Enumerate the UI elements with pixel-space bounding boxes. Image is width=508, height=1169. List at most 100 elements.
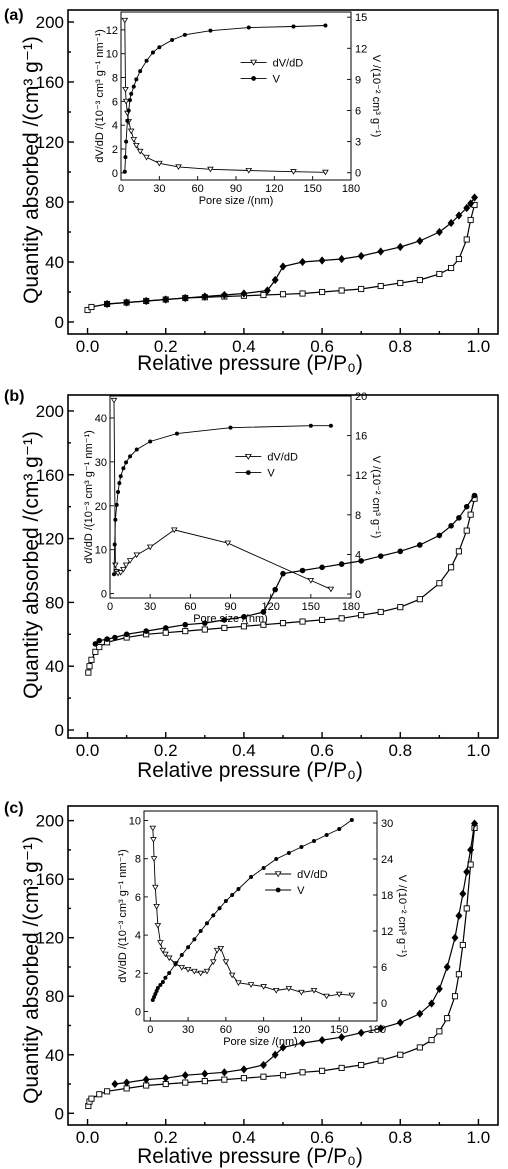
inset-dvdd-series-point [247, 982, 255, 988]
inset-x-tick-label: 180 [342, 601, 360, 613]
isotherm-series-desorption-point [142, 1075, 150, 1084]
inset-x-tick-label: 30 [153, 183, 165, 195]
inset-frame [120, 11, 352, 181]
inset-dvdd-series-point [272, 987, 280, 994]
inset-dvdd-series-line [152, 828, 352, 997]
isotherm-series-adsorption-point [88, 1095, 95, 1102]
isotherm-series-desorption-point [263, 286, 271, 295]
inset-volume-series-line [152, 819, 353, 1001]
inset-volume-series-point [211, 913, 216, 918]
isotherm-series-desorption-point [271, 275, 279, 285]
legend-label: dV/dD [273, 57, 304, 69]
isotherm-series-adsorption-point [221, 624, 228, 631]
inset-volume-series-point [228, 425, 233, 430]
inset-volume-series-point [324, 833, 329, 837]
inset-x-tick-label: 150 [303, 183, 321, 195]
isotherm-series-adsorption-point [428, 1037, 435, 1044]
inset-volume-series-point [174, 431, 179, 436]
x-tick-label: 0.8 [388, 337, 412, 356]
inset-left-y-tick-label: 10 [95, 545, 107, 557]
x-tick-label: 0.0 [76, 337, 100, 356]
inset-x-tick-label: 60 [220, 1024, 232, 1036]
isotherm-series-desorption-point [455, 211, 463, 220]
y-tick-label: 200 [36, 402, 64, 421]
inset-dvdd-series-point [224, 540, 232, 547]
inset-left-y-tick-label: 4 [135, 930, 141, 942]
isotherm-series-adsorption-point [358, 1061, 365, 1069]
inset-dvdd-series-point [122, 562, 130, 569]
inset-x-tick-label: 0 [147, 1024, 153, 1036]
isotherm-series-adsorption-point [201, 1078, 208, 1085]
isotherm-series-adsorption-point [240, 623, 247, 630]
isotherm-series-desorption-point [428, 999, 436, 1008]
inset-dvdd-series-point [327, 586, 335, 593]
isotherm-series-adsorption-point [319, 288, 326, 296]
isotherm-series-adsorption-point [260, 621, 267, 628]
inset-volume-series-point [192, 937, 197, 942]
inset-volume-series-point [160, 980, 165, 984]
panel-b-y-axis-label: Quantity absorbed /(cm³ g⁻¹) [20, 431, 43, 699]
inset-volume-series-point [204, 921, 209, 926]
inset-right-y-axis-label: V /(10⁻² cm³ g⁻¹) [370, 456, 382, 539]
inset-left-y-tick-label: 40 [95, 413, 107, 425]
isotherm-series-adsorption-point [104, 1088, 111, 1095]
panel-c-x-axis-label: Relative pressure (P/P₀) [137, 1145, 363, 1168]
isotherm-series-desorption-point [280, 570, 286, 577]
inset-right-y-tick-label: 12 [381, 926, 393, 938]
legend-label: V [297, 885, 305, 897]
inset-volume-series-point [123, 155, 128, 160]
inset-right-y-tick-label: 18 [381, 890, 393, 902]
legend-label: V [273, 73, 281, 85]
inset-dvdd-series-point [175, 164, 182, 171]
inset-right-y-tick-label: 24 [381, 854, 393, 866]
isotherm-series-adsorption-point [279, 620, 287, 627]
inset-right-y-tick-label: 4 [355, 549, 361, 561]
inset-volume-series-point [223, 899, 228, 903]
legend-label: dV/dD [297, 869, 328, 881]
isotherm-series-desorption-point [416, 236, 424, 246]
inset-left-y-tick-label: 0 [112, 168, 118, 180]
isotherm-series-desorption-point [240, 1065, 248, 1074]
panel-b: (b) Quantity absorbed /(cm³ g⁻¹) Relativ… [4, 388, 499, 782]
inset-volume-series-point [173, 962, 178, 966]
isotherm-series-desorption-point [463, 867, 471, 876]
inset-dvdd-series-point [165, 955, 173, 962]
isotherm-series-adsorption-point [448, 564, 455, 571]
inset-volume-series-point [158, 983, 163, 987]
isotherm-series-desorption-point [417, 542, 423, 548]
isotherm-series-desorption-point [181, 1071, 189, 1080]
inset-dvdd-series-point [213, 947, 221, 954]
inset-volume-series-point [124, 139, 129, 144]
isotherm-series-adsorption-point [436, 580, 443, 587]
inset-volume-series-point [144, 58, 149, 63]
isotherm-series-adsorption-point [463, 527, 470, 534]
isotherm-series-adsorption-point [358, 612, 365, 619]
inset-x-tick-label: 150 [302, 601, 320, 613]
isotherm-series-desorption-point [448, 523, 454, 529]
isotherm-series-adsorption-point [86, 663, 93, 670]
inset-volume-series-point [299, 845, 304, 849]
inset-left-y-tick-label: 20 [95, 501, 107, 513]
isotherm-series-desorption-point [436, 532, 443, 539]
isotherm-series-desorption-point [240, 289, 248, 298]
isotherm-series-desorption-point [162, 625, 169, 631]
inset-right-y-tick-label: 6 [381, 962, 387, 974]
inset-dvdd-series-point [235, 980, 242, 986]
inset-dvdd-series-point [133, 142, 140, 149]
isotherm-series-desorption-point [471, 819, 479, 828]
inset-x-tick-label: 90 [230, 183, 242, 195]
isotherm-series-adsorption-point [182, 628, 189, 635]
inset-volume-series-point [337, 827, 342, 831]
inset-volume-series-point [308, 423, 313, 428]
inset-left-y-tick-label: 0 [135, 1006, 141, 1018]
inset-dvdd-series-point [170, 527, 178, 534]
inset-volume-series-point [134, 447, 139, 452]
isotherm-series-desorption-point [123, 631, 130, 638]
x-tick-label: 0.4 [232, 1128, 256, 1147]
isotherm-series-adsorption-point [377, 282, 384, 290]
inset-volume-series-point [167, 971, 172, 975]
isotherm-series-adsorption-point [88, 303, 95, 311]
isotherm-series-desorption-point [459, 889, 467, 898]
inset-x-axis-label: Pore size /(nm) [223, 1036, 298, 1048]
